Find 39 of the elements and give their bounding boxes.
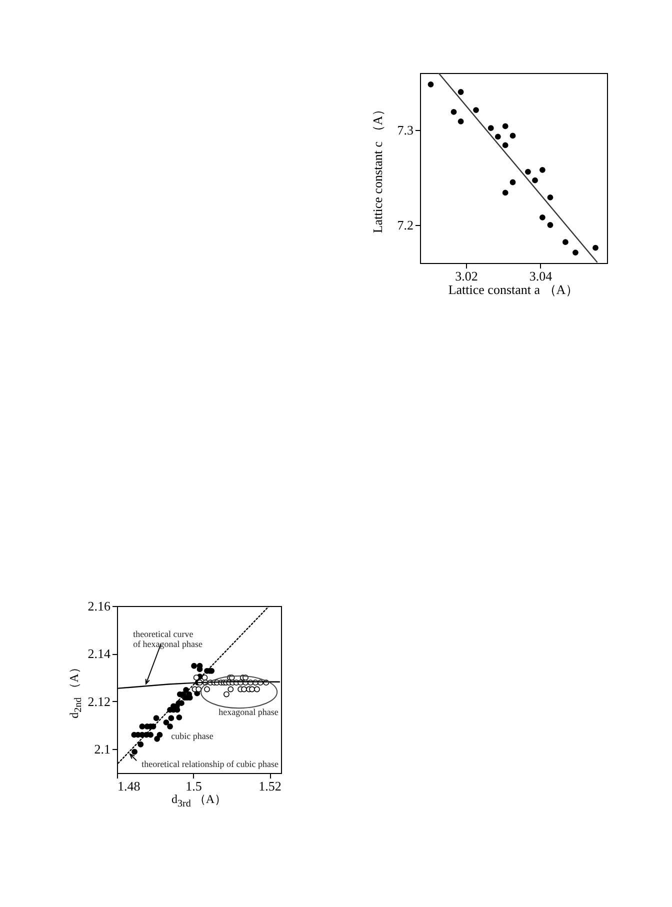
y-tick-label: 2.12 — [88, 694, 110, 709]
annotation: theoretical curve of hexagonal phase — [133, 629, 203, 650]
point — [458, 118, 464, 124]
point — [458, 89, 464, 95]
y-tick-label: 7.2 — [397, 218, 414, 232]
point — [502, 190, 508, 196]
annotation: cubic phase — [171, 731, 214, 742]
y-tick-label: 7.3 — [397, 122, 414, 138]
x-tick-label: 3.04 — [529, 268, 553, 284]
annotation: theoretical relationship of cubic phase — [142, 758, 279, 769]
point — [510, 132, 516, 139]
x-tick-label: 1.5 — [186, 778, 202, 794]
point — [539, 166, 546, 173]
point — [562, 239, 568, 246]
y-tick-label: 2.16 — [88, 598, 111, 614]
point — [572, 250, 578, 256]
point — [525, 168, 531, 175]
point — [488, 125, 494, 132]
x-axis-title: d$_{3rd}$ （A） — [171, 791, 227, 810]
x-tick-label: 1.48 — [118, 778, 140, 794]
point — [450, 109, 457, 115]
point — [510, 179, 516, 186]
point — [547, 194, 554, 200]
point — [547, 222, 554, 228]
x-tick-label: 3.02 — [455, 268, 478, 284]
x-axis-title: Lattice constant a （A） — [448, 281, 579, 299]
point — [428, 81, 434, 88]
point — [532, 177, 538, 184]
y-axis-title: Lattice constant c （A） — [369, 102, 386, 234]
point — [494, 134, 501, 140]
annotation: hexagonal phase — [218, 707, 278, 718]
point — [502, 142, 508, 148]
y-tick-label: 2.14 — [88, 646, 111, 662]
point — [473, 107, 479, 113]
x-tick-label: 1.52 — [258, 778, 282, 794]
point — [502, 123, 508, 130]
y-tick-label: 2.1 — [94, 742, 110, 757]
point — [592, 244, 598, 251]
point — [539, 214, 546, 220]
